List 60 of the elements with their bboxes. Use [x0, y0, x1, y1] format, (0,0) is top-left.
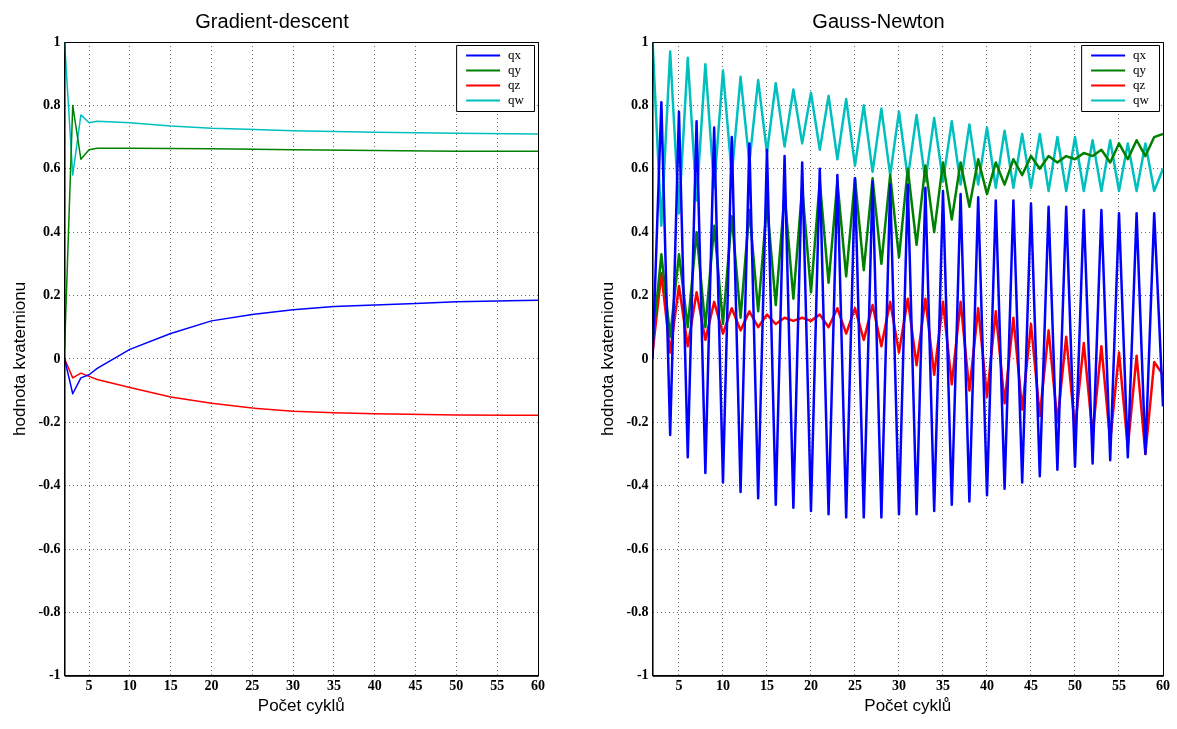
x-tick-label: 45	[1023, 677, 1038, 693]
x-axis-title: Počet cyklů	[257, 696, 345, 716]
x-tick-label: 60	[1156, 677, 1170, 693]
y-tick-label: 0	[641, 350, 649, 366]
chart-title: Gauss-Newton	[812, 9, 945, 32]
legend-label: qx	[1133, 46, 1147, 62]
y-tick-label: -0.4	[626, 477, 649, 493]
x-tick-label: 40	[979, 677, 994, 693]
x-tick-label: 50	[449, 677, 464, 693]
y-tick-label: -0.2	[626, 413, 649, 429]
y-tick-label: -0.4	[38, 477, 61, 493]
x-tick-label: 15	[759, 677, 774, 693]
legend-label: qz	[508, 76, 521, 92]
y-tick-label: 1	[53, 33, 61, 49]
x-axis-title: Počet cyklů	[864, 696, 952, 716]
chart-title: Gradient-descent	[195, 9, 350, 32]
x-tick-label: 45	[408, 677, 423, 693]
x-tick-label: 25	[847, 677, 862, 693]
y-tick-label: 0.2	[631, 287, 649, 303]
x-tick-label: 20	[204, 677, 219, 693]
x-tick-label: 55	[1112, 677, 1126, 693]
x-tick-label: 30	[891, 677, 906, 693]
y-tick-label: 1	[641, 33, 649, 49]
x-tick-label: 50	[1067, 677, 1082, 693]
y-tick-label: 0.6	[43, 160, 61, 176]
x-tick-label: 55	[490, 677, 505, 693]
y-tick-label: 0	[53, 350, 61, 366]
x-tick-label: 35	[326, 677, 341, 693]
y-tick-label: -0.2	[38, 413, 61, 429]
y-tick-label: 0.6	[631, 160, 649, 176]
legend-label: qy	[1133, 61, 1147, 77]
y-tick-label: 0.4	[631, 223, 649, 239]
legend-label: qz	[1133, 76, 1146, 92]
y-tick-label: 0.8	[43, 96, 61, 112]
x-tick-label: 15	[163, 677, 178, 693]
y-tick-label: 0.2	[43, 287, 61, 303]
x-tick-label: 5	[85, 677, 93, 693]
legend-label: qy	[508, 61, 522, 77]
y-tick-label: 0.4	[43, 223, 61, 239]
x-tick-label: 30	[286, 677, 301, 693]
y-tick-label: -0.8	[38, 604, 61, 620]
x-tick-label: 40	[367, 677, 382, 693]
legend-label: qw	[1133, 91, 1150, 107]
y-tick-label: -1	[48, 667, 61, 683]
legend-label: qw	[508, 91, 525, 107]
y-axis-title: hodnota kvaternionu	[9, 281, 29, 436]
x-tick-label: 10	[122, 677, 137, 693]
legend-label: qx	[508, 46, 522, 62]
x-tick-label: 35	[935, 677, 950, 693]
x-tick-label: 20	[803, 677, 818, 693]
y-tick-label: -1	[636, 667, 649, 683]
y-axis-title: hodnota kvaternionu	[597, 281, 617, 436]
x-tick-label: 25	[245, 677, 260, 693]
x-tick-label: 10	[715, 677, 730, 693]
y-tick-label: -0.6	[626, 540, 649, 556]
y-tick-label: 0.8	[631, 96, 649, 112]
x-tick-label: 60	[531, 677, 545, 693]
y-tick-label: -0.6	[38, 540, 61, 556]
x-tick-label: 5	[675, 677, 683, 693]
y-tick-label: -0.8	[626, 604, 649, 620]
